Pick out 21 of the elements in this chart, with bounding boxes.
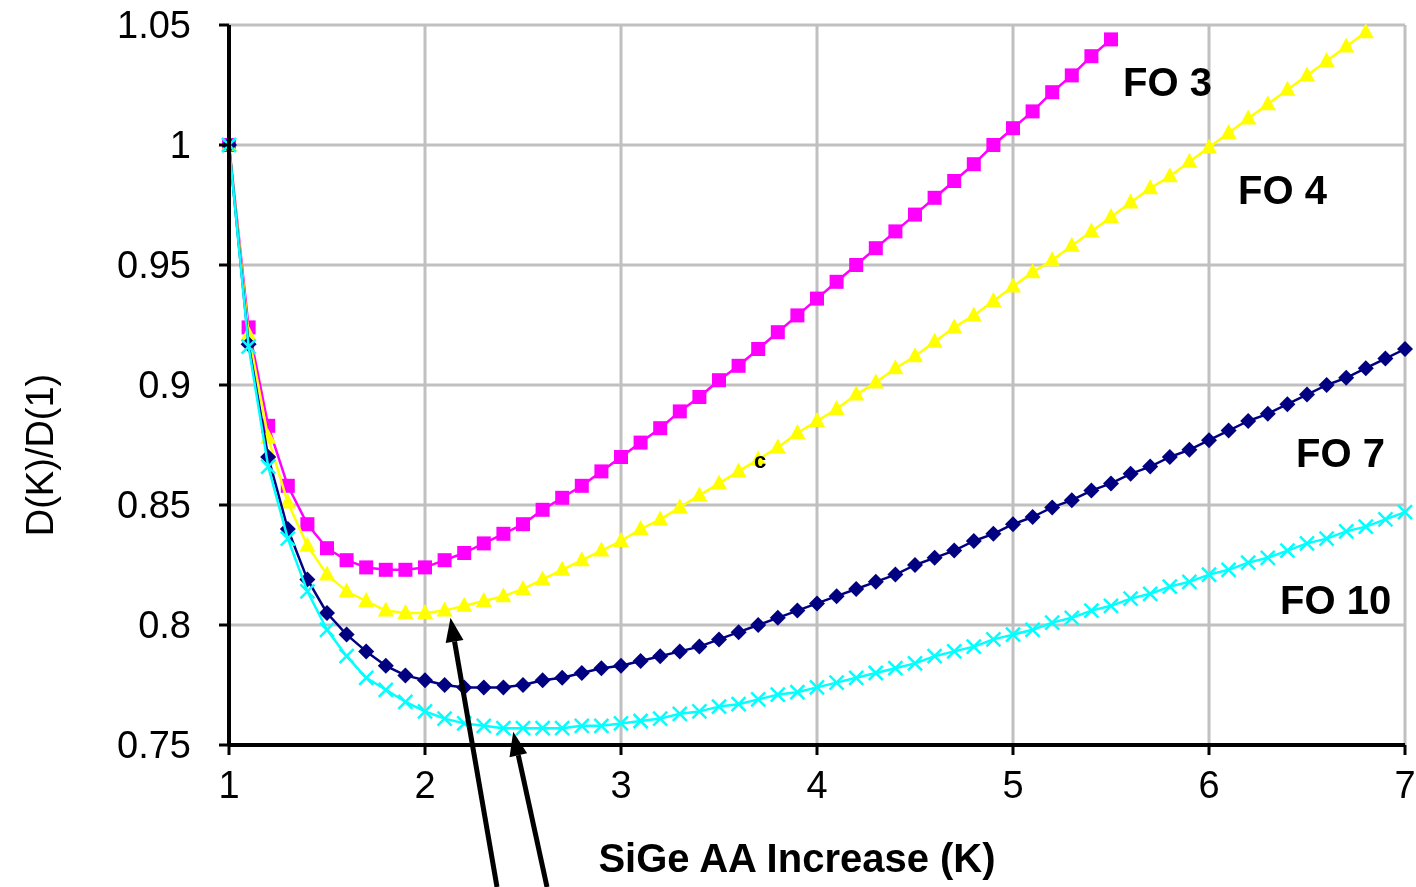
x-tick-label: 6 — [1198, 764, 1220, 806]
y-tick-label: 0.75 — [117, 724, 191, 766]
x-tick-label: 1 — [218, 764, 240, 806]
x-axis-title: SiGe AA Increase (K) — [598, 836, 996, 880]
x-tick-label: 7 — [1394, 764, 1416, 806]
y-tick-label: 0.85 — [117, 484, 191, 526]
x-tick-label: 3 — [610, 764, 632, 806]
series-label: FO 3 — [1123, 60, 1212, 104]
y-tick-label: 0.95 — [117, 244, 191, 286]
y-tick-label: 0.8 — [138, 604, 191, 646]
x-tick-label: 5 — [1002, 764, 1024, 806]
series-label: FO 10 — [1280, 578, 1392, 622]
x-tick-label: 4 — [806, 764, 828, 806]
annotation: c — [753, 447, 767, 473]
y-axis-title: D(K)/D(1) — [19, 373, 61, 537]
series-label: FO 4 — [1238, 168, 1328, 212]
y-tick-label: 1 — [169, 124, 191, 166]
y-tick-label: 1.05 — [117, 4, 191, 46]
x-tick-label: 2 — [414, 764, 436, 806]
y-tick-label: 0.9 — [138, 364, 191, 406]
series-label: FO 7 — [1296, 431, 1385, 475]
